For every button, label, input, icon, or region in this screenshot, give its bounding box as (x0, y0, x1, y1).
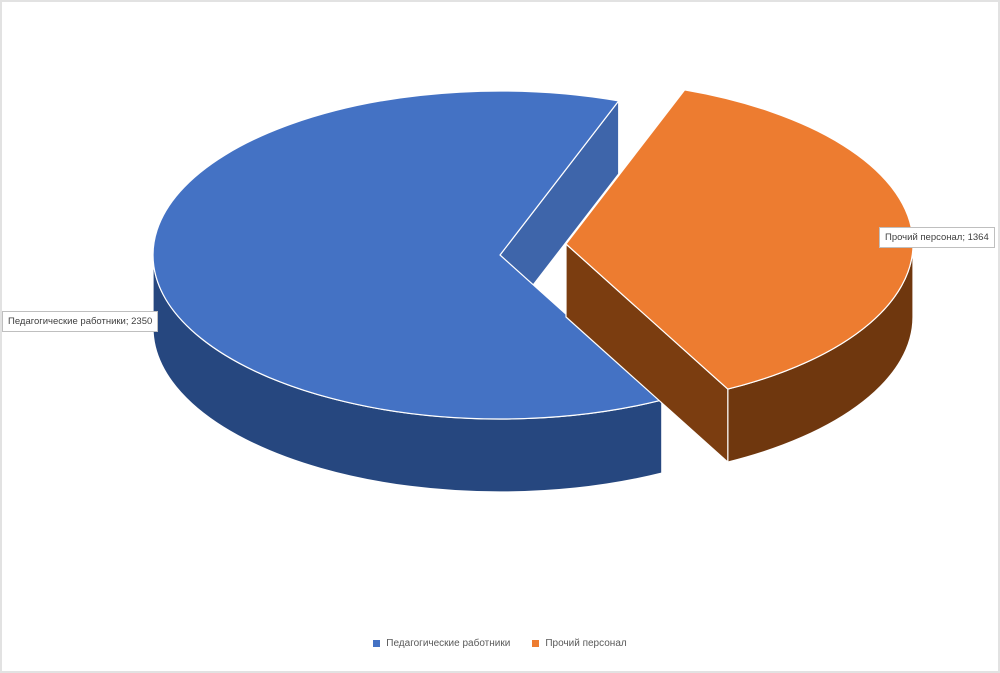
legend-marker-orange-icon (532, 640, 540, 647)
data-label-pedagogical-workers[interactable]: Педагогические работники; 2350 (2, 311, 159, 332)
legend: Педагогические работники Прочий персонал (0, 638, 1000, 649)
legend-marker-blue-icon (373, 640, 381, 647)
pie-slice-0-top[interactable] (152, 90, 663, 420)
legend-item-other-staff[interactable]: Прочий персонал (532, 638, 627, 649)
legend-item-pedagogical-workers[interactable]: Педагогические работники (373, 638, 510, 649)
legend-label-pedagogical-workers: Педагогические работники (386, 638, 511, 649)
data-label-other-staff[interactable]: Прочий персонал; 1364 (879, 227, 995, 248)
legend-label-other-staff: Прочий персонал (545, 638, 627, 649)
